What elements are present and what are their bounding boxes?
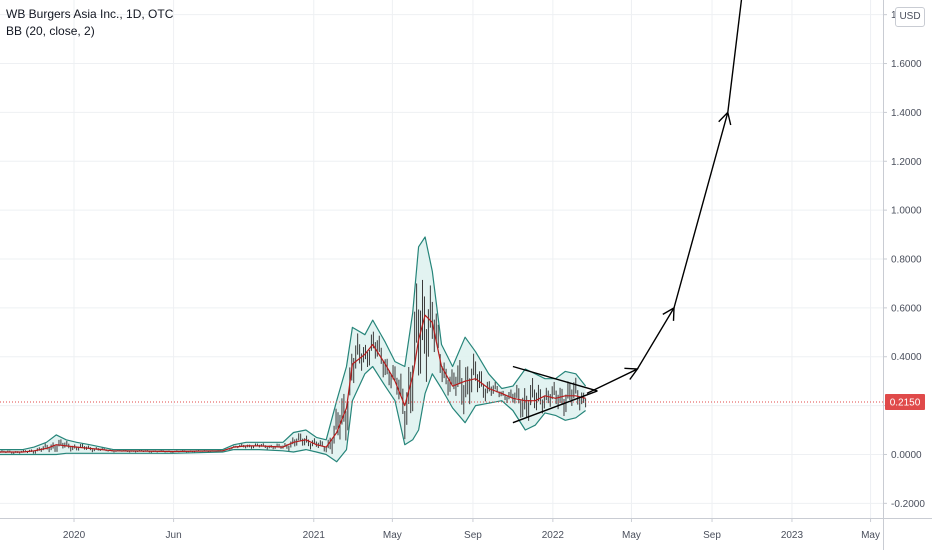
bollinger-lower-line: [0, 365, 586, 463]
x-tick-label: Sep: [703, 530, 721, 541]
y-tick-label: 0.0000: [891, 450, 922, 461]
y-tick-label: 1.4000: [891, 108, 922, 119]
indicator-label[interactable]: BB (20, close, 2): [6, 24, 95, 38]
projection-arrowhead: [718, 110, 732, 126]
y-tick-label: 1.2000: [891, 157, 922, 168]
y-tick-label: 1: [891, 10, 897, 21]
projection-path: [586, 0, 743, 395]
plot-area: [0, 0, 883, 463]
price-bars: [0, 279, 587, 454]
x-tick-label: May: [861, 530, 880, 541]
bollinger-band-fill: [0, 237, 586, 462]
x-tick-label: Jun: [166, 530, 182, 541]
chart-header: WB Burgers Asia Inc., 1D, OTC BB (20, cl…: [6, 6, 173, 40]
y-tick-label: 0.8000: [891, 255, 922, 266]
projection-arrowhead: [662, 306, 675, 321]
y-tick-label: 1.0000: [891, 206, 922, 217]
last-price-tag[interactable]: [885, 393, 925, 410]
x-tick-label: 2023: [781, 530, 804, 541]
y-tick-label: 0.4000: [891, 352, 922, 363]
projection-arrowhead: [624, 367, 639, 380]
last-price-label: 0.2150: [890, 397, 921, 408]
y-tick-label: 0.6000: [891, 303, 922, 314]
x-tick-label: 2020: [63, 530, 86, 541]
symbol-title[interactable]: WB Burgers Asia Inc., 1D, OTC: [6, 7, 174, 21]
y-tick-label: 1.6000: [891, 59, 922, 70]
x-tick-label: May: [383, 530, 402, 541]
x-tick-label: 2021: [303, 530, 326, 541]
triangle-bottom-line: [512, 390, 598, 424]
x-tick-label: May: [622, 530, 641, 541]
bollinger-basis-line: [0, 314, 586, 453]
bollinger-upper-line: [0, 236, 587, 451]
x-tick-label: Sep: [464, 530, 482, 541]
triangle-top-line: [512, 365, 598, 392]
currency-button[interactable]: USD: [895, 7, 925, 27]
y-tick-label: -0.2000: [891, 499, 925, 510]
x-tick-label: 2022: [542, 530, 565, 541]
